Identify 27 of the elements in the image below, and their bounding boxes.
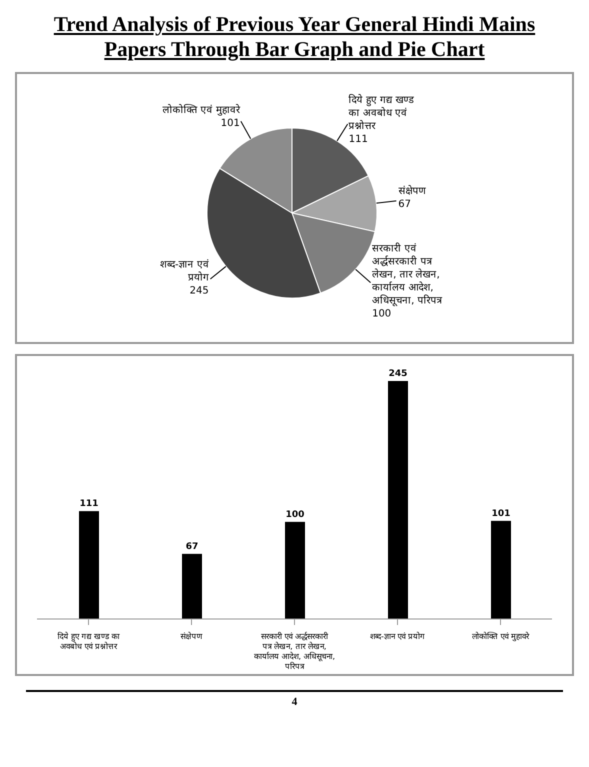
bar xyxy=(285,522,305,619)
x-tick-label: शब्द-ज्ञान एवं प्रयोग xyxy=(370,631,425,641)
text: 4 xyxy=(26,690,563,708)
x-tick-label: लोकोक्ति एवं मुहावरे xyxy=(472,631,530,642)
slice-label: दिये हुए गद्य खण्ड का अवबोध एवं प्रश्नोत्तर xyxy=(348,94,414,132)
x-tick-label: सरकारी एवं अर्द्धसरकारी पत्र लेखन, तार लेखन, कार्यालय आदेश, अधिसूचना, परिपत्र xyxy=(254,631,336,671)
slice-label: लोकोक्ति एवं मुहावरे xyxy=(162,104,241,116)
bar xyxy=(388,381,408,619)
data-label: 101 xyxy=(492,508,510,519)
data-label: 67 xyxy=(398,199,412,210)
data-label: 245 xyxy=(388,369,408,379)
data-label: 245 xyxy=(190,285,209,296)
bar xyxy=(491,520,511,619)
bar xyxy=(182,554,202,619)
slice-label: संक्षेपण xyxy=(398,185,426,198)
slice-label: शब्द-ज्ञान एवं प्रयोग xyxy=(160,258,209,284)
data-label: 100 xyxy=(372,308,392,320)
data-label: 67 xyxy=(186,542,198,552)
data-label: 100 xyxy=(286,510,304,520)
data-label: 111 xyxy=(80,499,98,510)
data-label: 111 xyxy=(348,134,368,145)
x-tick-label: संक्षेपण xyxy=(180,631,202,641)
x-tick-label: दिये हुए गद्य खण्ड का अवबोध एवं प्रश्नोत्तर xyxy=(57,631,121,651)
slice-label: सरकारी एवं अर्द्धसरकारी पत्र लेखन, तार लेखन, कार्यालय आदेश, अधिसूचना, परिपत्र xyxy=(372,242,442,306)
chart-title: Trend Analysis of Previous Year General Hindi Mains Papers Through Bar Graph and Pie Chart xyxy=(52,12,536,62)
bar xyxy=(79,511,99,619)
data-label: 101 xyxy=(220,118,240,130)
